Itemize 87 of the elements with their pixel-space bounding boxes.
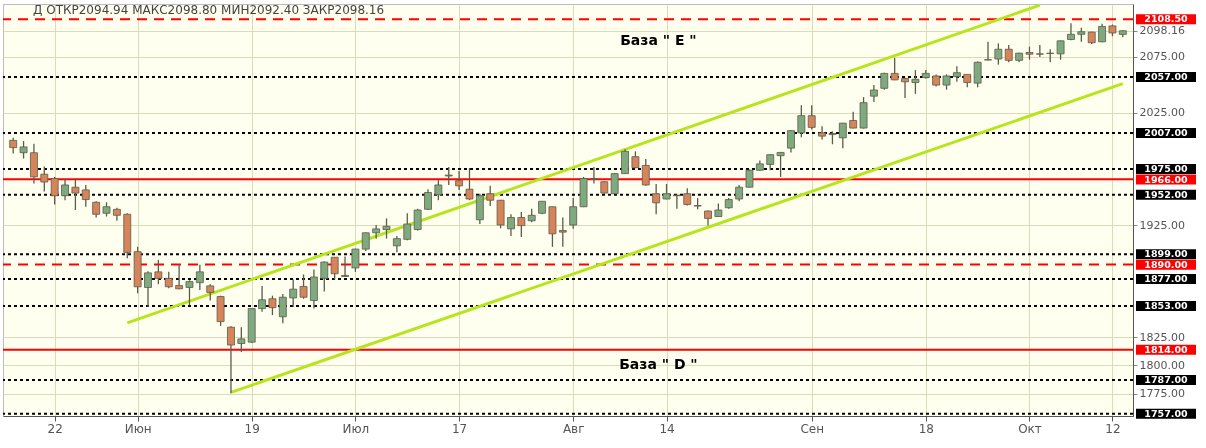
x-tick-label: 19: [244, 421, 260, 436]
annotation: База " E ": [620, 32, 697, 49]
candlestick: [776, 151, 785, 178]
ref-line-label: 1966.00: [1144, 173, 1189, 185]
candlestick: [40, 165, 49, 193]
x-tick-label: Окт: [1018, 421, 1042, 436]
candlestick: [144, 270, 152, 308]
candlestick: [185, 279, 194, 306]
ref-line-label: 1952.00: [1144, 188, 1189, 200]
candlestick: [797, 104, 806, 138]
ref-line-label: 1787.00: [1144, 374, 1189, 386]
x-tick-label: Июл: [342, 421, 370, 436]
candlestick: [838, 122, 847, 149]
candlestick: [195, 264, 204, 291]
candlestick: [507, 213, 515, 237]
candlestick: [558, 216, 567, 248]
x-tick-label: 18: [918, 421, 934, 436]
x-tick-label: Авг: [562, 421, 585, 436]
candlestick: [984, 41, 992, 62]
chart-title: Д ОТКР2094.94 МАКС2098.80 МИН2092.40 ЗАКР2098.16: [33, 3, 385, 17]
candlestick: [890, 57, 899, 81]
candlestick: [320, 260, 329, 293]
candlestick: [237, 326, 246, 353]
ref-line-label: 2007.00: [1144, 127, 1189, 139]
candlestick: [952, 65, 961, 83]
ref-line-label: 1899.00: [1144, 248, 1189, 260]
candlestick: [81, 184, 90, 208]
candlestick: [517, 211, 526, 238]
annotation: База " D ": [619, 355, 698, 372]
candlestick: [61, 177, 69, 201]
ref-line-label: 1890.00: [1144, 258, 1189, 270]
candlestick: [973, 60, 982, 88]
candlestick: [486, 185, 495, 207]
candlestick: [361, 231, 370, 252]
candlestick: [621, 148, 629, 175]
candlestick: [154, 259, 163, 285]
y-tick-label: 1925.00: [1139, 218, 1185, 232]
candlestick: [351, 248, 360, 273]
candlestick: [641, 158, 650, 187]
ref-line-label: 1814.00: [1144, 343, 1189, 355]
candlestick: [652, 183, 661, 215]
candlestick: [787, 129, 795, 154]
candlestick: [1067, 22, 1075, 41]
candlestick: [1035, 44, 1044, 58]
candlestick: [50, 176, 59, 206]
candlestick: [330, 256, 339, 281]
candlestick: [569, 197, 578, 230]
candlestick: [268, 295, 277, 316]
candlestick: [372, 224, 381, 240]
x-tick-label: 12: [1105, 421, 1121, 436]
candlestick: [911, 69, 920, 95]
y-tick-label: 1800.00: [1139, 358, 1185, 372]
candlestick: [807, 104, 816, 131]
candlestick: [590, 166, 598, 185]
candlestick: [258, 285, 266, 313]
candlestick: [175, 263, 184, 291]
candlestick: [299, 273, 308, 300]
candlestick: [455, 170, 464, 191]
y-tick-label: 1775.00: [1139, 387, 1185, 401]
x-tick-label: 14: [659, 421, 675, 436]
y-tick-label: 2025.00: [1139, 106, 1185, 120]
y-tick-label: 2098.16: [1139, 24, 1185, 38]
x-tick-label: Июн: [124, 421, 152, 436]
y-tick-label: 2075.00: [1139, 50, 1185, 64]
candlestick: [1056, 39, 1065, 61]
candlestick: [465, 167, 474, 201]
x-tick-label: Сен: [800, 421, 825, 436]
ref-line-label: 1757.00: [1144, 407, 1189, 419]
ref-line-label: 2108.50: [1144, 13, 1189, 25]
ref-line-label: 2057.00: [1144, 70, 1189, 82]
candlestick: [310, 268, 318, 310]
ref-line-label: 1877.00: [1144, 273, 1189, 285]
candlestick: [403, 212, 412, 241]
candlestick: [227, 325, 235, 394]
ref-line-label: 1975.00: [1144, 163, 1189, 175]
candlestick: [382, 217, 391, 240]
candlestick: [278, 293, 287, 324]
ref-line-label: 1853.00: [1144, 299, 1189, 311]
x-tick-label: 22: [47, 421, 63, 436]
candlestick: [289, 278, 298, 308]
y-tick-label: 1825.00: [1139, 330, 1185, 344]
candlestick: [994, 42, 1003, 66]
candlestick: [818, 125, 826, 141]
candlestick: [71, 177, 80, 211]
candlestick: [434, 179, 443, 201]
x-tick-label: 17: [451, 421, 468, 436]
candlestick: [672, 194, 681, 210]
